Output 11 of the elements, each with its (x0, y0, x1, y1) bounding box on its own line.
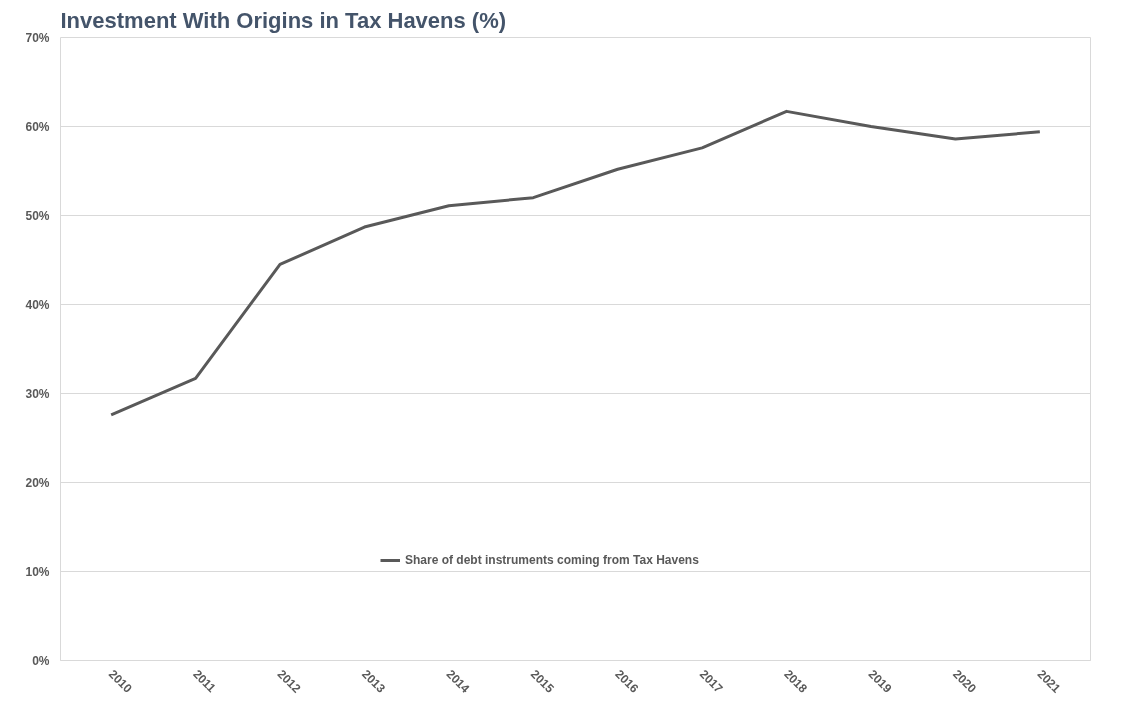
y-tick-label: 0% (32, 653, 50, 668)
line-series (109, 109, 1042, 417)
y-tick-label: 30% (25, 386, 50, 401)
y-tick-label: 60% (25, 119, 50, 134)
chart-title: Investment With Origins in Tax Havens (%) (60, 7, 507, 33)
y-tick-label: 50% (25, 208, 50, 223)
y-tick-label: 10% (25, 564, 50, 579)
y-tick-label: 70% (25, 30, 50, 45)
y-tick-label: 40% (25, 297, 50, 312)
legend-label: Share of debt instruments coming from Tax Havens (405, 553, 699, 567)
y-tick-label: 20% (25, 475, 50, 490)
